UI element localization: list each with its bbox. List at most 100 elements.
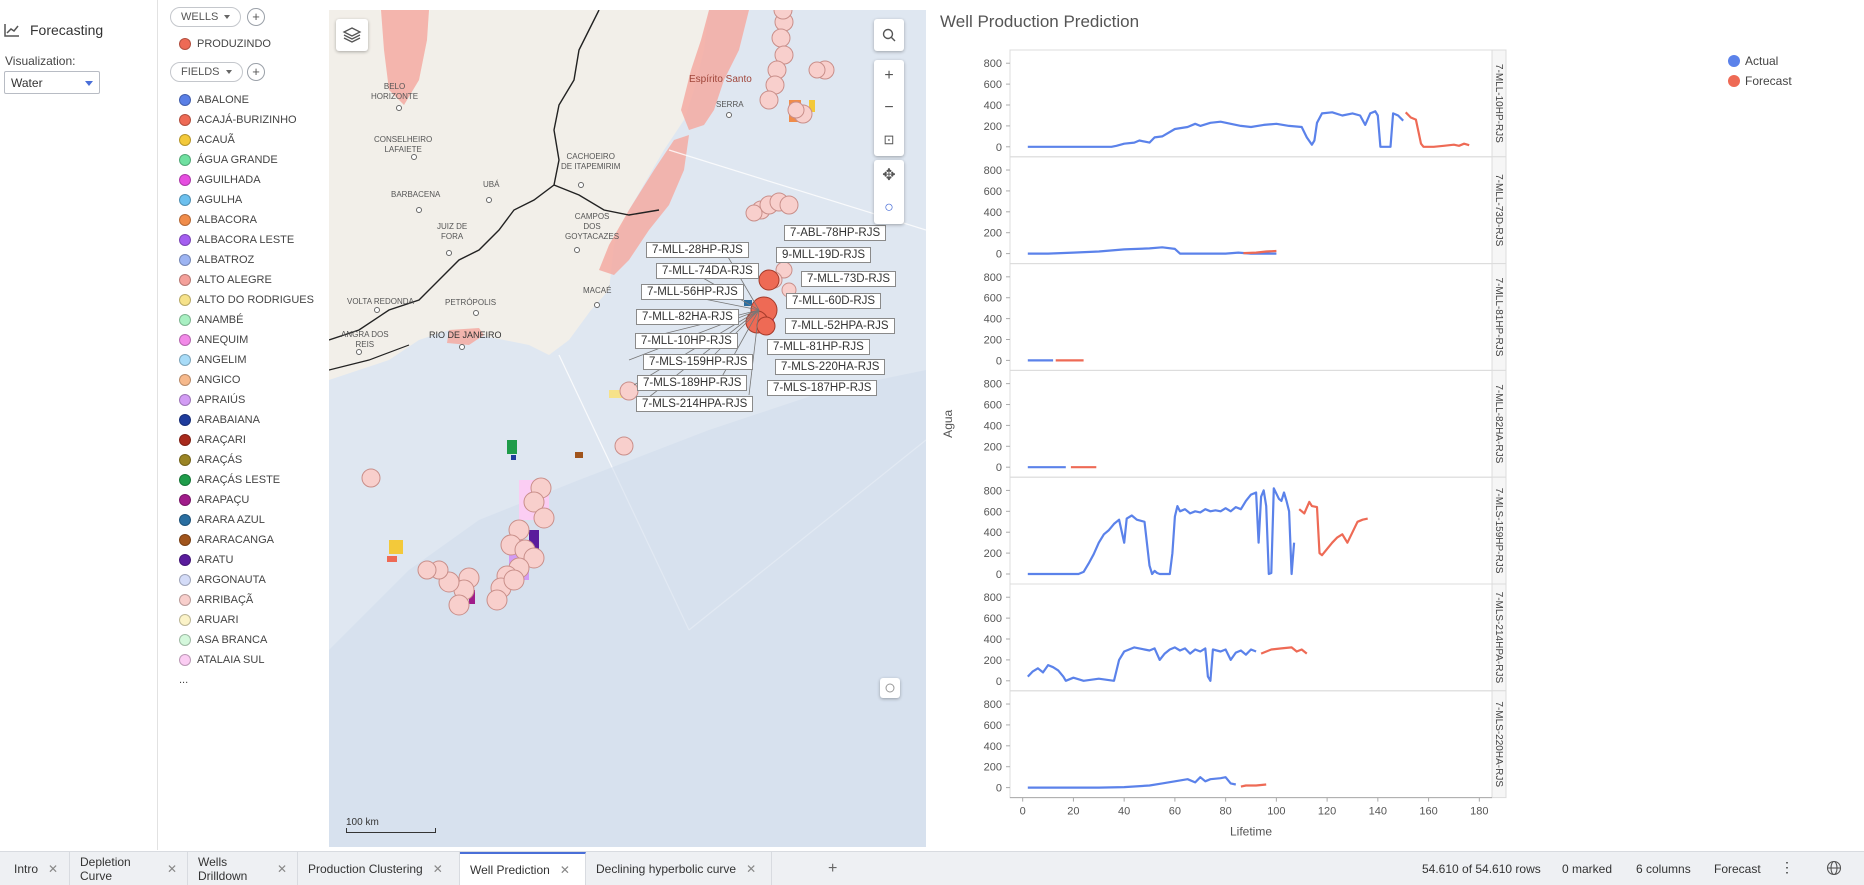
fields-legend-item[interactable]: ARUARI [179, 614, 239, 626]
legend-item-label: ALBATROZ [197, 254, 255, 266]
y-tick-label: 400 [984, 314, 1002, 326]
tab-well-prediction[interactable]: Well Prediction ✕ [460, 852, 586, 885]
well-label[interactable]: 7-MLL-52HPA-RJS [785, 318, 895, 334]
well-label[interactable]: 7-MLS-220HA-RJS [775, 359, 886, 375]
active-page-status[interactable]: Forecast [1714, 862, 1761, 876]
panel-well-label: 7-MLS-159HP-RJS [1493, 488, 1504, 574]
well-label[interactable]: 7-MLS-187HP-RJS [767, 380, 878, 396]
fields-legend-item[interactable]: ANGICO [179, 374, 240, 386]
fields-legend-item[interactable]: ARAÇÁS LESTE [179, 474, 280, 486]
well-label[interactable]: 7-MLL-74DA-RJS [656, 263, 759, 279]
close-icon[interactable]: ✕ [276, 862, 287, 876]
close-icon[interactable]: ✕ [559, 863, 570, 877]
globe-icon[interactable] [1826, 860, 1842, 879]
production-chart[interactable]: 7-MLL-10HP-RJS02004006008007-MLL-73D-RJS… [930, 0, 1864, 850]
fields-legend-item[interactable]: ARRIBAÇÃ [179, 594, 253, 606]
y-tick-label: 600 [984, 613, 1002, 625]
fields-legend-item[interactable]: ALBACORA [179, 214, 257, 226]
legend-item-label: ANGICO [197, 374, 241, 386]
well-label[interactable]: 7-ABL-78HP-RJS [784, 225, 887, 241]
fields-legend-item[interactable]: ABALONE [179, 94, 249, 106]
tab-depletion-curve[interactable]: Depletion Curve ✕ [70, 852, 188, 885]
legend-more[interactable]: ... [179, 674, 188, 686]
fields-legend-item[interactable]: ANAMBÉ [179, 314, 243, 326]
lasso-icon[interactable]: ○ [884, 199, 894, 216]
fields-legend-item[interactable]: ÁGUA GRANDE [179, 154, 278, 166]
fit-icon[interactable]: ⊡ [883, 132, 895, 147]
add-wells-button[interactable]: + [247, 8, 265, 26]
close-icon[interactable]: ✕ [166, 862, 177, 876]
y-tick-label: 0 [996, 142, 1002, 154]
fields-legend-item[interactable]: ARGONAUTA [179, 574, 266, 586]
fields-legend-item[interactable]: ALBACORA LESTE [179, 234, 294, 246]
close-icon[interactable]: ✕ [746, 862, 757, 876]
info-icon [885, 683, 895, 693]
legend-swatch [179, 234, 191, 246]
fields-legend-item[interactable]: ARAÇÁS [179, 454, 242, 466]
tab-production-clustering[interactable]: Production Clustering ✕ [298, 852, 460, 885]
legend-forecast-swatch [1728, 75, 1740, 87]
wells-layer-selector[interactable]: WELLS [170, 7, 242, 27]
fields-layer-selector[interactable]: FIELDS [170, 62, 243, 82]
well-label[interactable]: 7-MLL-82HA-RJS [636, 309, 739, 325]
fields-legend-item[interactable]: ATALAIA SUL [179, 654, 264, 666]
land-area [329, 10, 709, 380]
fields-legend-item[interactable]: APRAIÚS [179, 394, 245, 406]
well-label[interactable]: 7-MLL-60D-RJS [786, 293, 882, 309]
well-label[interactable]: 9-MLL-19D-RJS [776, 247, 872, 263]
fields-legend-item[interactable]: ALBATROZ [179, 254, 254, 266]
well-label[interactable]: 7-MLS-189HP-RJS [637, 375, 748, 391]
pan-icon[interactable]: ✥ [882, 167, 896, 184]
y-tick-label: 0 [996, 355, 1002, 367]
tab-intro[interactable]: Intro ✕ [4, 852, 70, 885]
y-tick-label: 600 [984, 506, 1002, 518]
legend-swatch [179, 454, 191, 466]
well-label[interactable]: 7-MLL-28HP-RJS [646, 242, 749, 258]
add-fields-button[interactable]: + [247, 63, 265, 81]
fields-legend-item[interactable]: ALTO ALEGRE [179, 274, 272, 286]
fields-legend-item[interactable]: ARARA AZUL [179, 514, 265, 526]
fields-legend-item[interactable]: ANGELIM [179, 354, 247, 366]
map-search-button[interactable] [874, 19, 904, 51]
tab-wells-drilldown[interactable]: Wells Drilldown ✕ [188, 852, 298, 885]
legend-item-label: ANGELIM [197, 354, 247, 366]
close-icon[interactable]: ✕ [432, 862, 443, 876]
selection-controls: ✥ ○ [874, 160, 904, 224]
fields-legend-item[interactable]: ARAÇARI [179, 434, 246, 446]
chevron-down-icon [224, 15, 231, 20]
visualization-dropdown[interactable]: Water [4, 71, 100, 94]
fields-legend-item[interactable]: AGUILHADA [179, 174, 261, 186]
well-label[interactable]: 7-MLL-81HP-RJS [767, 339, 870, 355]
well-label[interactable]: 7-MLL-56HP-RJS [641, 284, 744, 300]
close-icon[interactable]: ✕ [48, 862, 59, 876]
map-canvas[interactable] [329, 10, 926, 847]
fields-legend-item[interactable]: ACAUÃ [179, 134, 235, 146]
fields-legend-item[interactable]: ARAPAÇU [179, 494, 249, 506]
zoom-in-icon[interactable]: + [884, 67, 894, 84]
legend-swatch [179, 574, 191, 586]
well-label[interactable]: 7-MLS-159HP-RJS [643, 354, 754, 370]
map-info-button[interactable] [880, 678, 900, 698]
map-view[interactable]: BELO HORIZONTE CONSELHEIRO LAFAIETE BARBAC… [329, 10, 926, 847]
fields-legend-item[interactable]: ASA BRANCA [179, 634, 267, 646]
fields-legend-item[interactable]: ANEQUIM [179, 334, 248, 346]
forecast-series-line [1404, 111, 1470, 148]
legend-item-label: ATALAIA SUL [197, 654, 265, 666]
legend-swatch [179, 474, 191, 486]
tab-declining-hyperbolic-curve[interactable]: Declining hyperbolic curve ✕ [586, 852, 772, 885]
well-label[interactable]: 7-MLL-10HP-RJS [635, 333, 738, 349]
fields-legend-item[interactable]: ARATU [179, 554, 233, 566]
well-label[interactable]: 7-MLS-214HPA-RJS [636, 396, 754, 412]
well-label[interactable]: 7-MLL-73D-RJS [801, 271, 897, 287]
fields-legend-item[interactable]: ARABAIANA [179, 414, 260, 426]
chart-title: Well Production Prediction [940, 12, 1140, 31]
layers-button[interactable] [336, 19, 368, 51]
fields-legend-item[interactable]: AGULHA [179, 194, 242, 206]
zoom-out-icon[interactable]: − [884, 99, 894, 116]
more-options-icon[interactable]: ⋮ [1780, 859, 1794, 875]
fields-legend-item[interactable]: ACAJÁ-BURIZINHO [179, 114, 297, 126]
wells-legend-item[interactable]: PRODUZINDO [179, 38, 271, 50]
add-page-button[interactable]: + [818, 852, 847, 885]
fields-legend-item[interactable]: ARARACANGA [179, 534, 274, 546]
fields-legend-item[interactable]: ALTO DO RODRIGUES [179, 294, 314, 306]
